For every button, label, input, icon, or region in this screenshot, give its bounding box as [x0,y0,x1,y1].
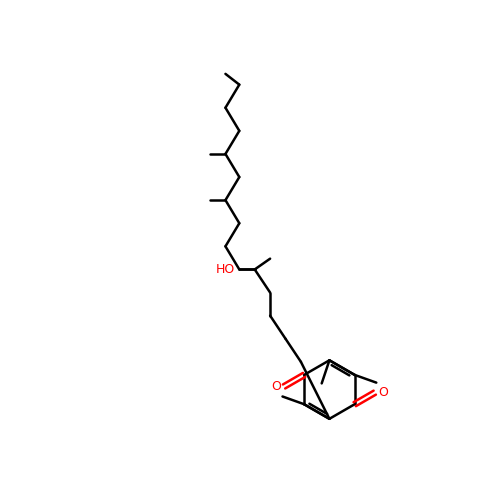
Text: HO: HO [216,263,234,276]
Text: O: O [378,386,388,399]
Text: O: O [271,380,281,393]
